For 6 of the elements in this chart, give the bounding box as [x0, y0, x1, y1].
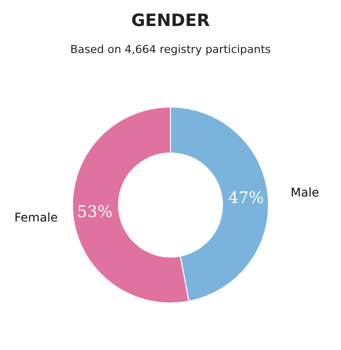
data-label: 47%	[228, 188, 264, 207]
data-label: 53%	[77, 202, 113, 222]
chart-subtitle: Based on 4,664 registry participants	[70, 43, 272, 56]
chart-title: GENDER	[131, 11, 210, 31]
slice-label: Male	[290, 185, 320, 200]
slice-label: Female	[14, 210, 58, 225]
